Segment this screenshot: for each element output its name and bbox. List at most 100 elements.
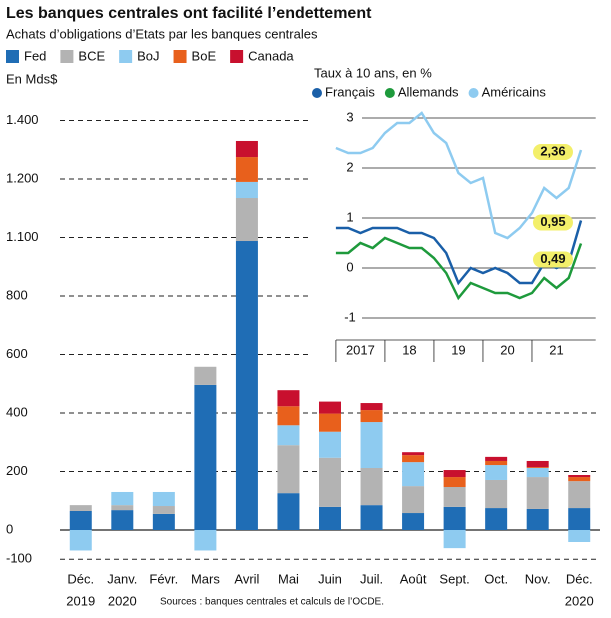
bar-segment: [319, 457, 341, 507]
x-tick-label: Mai: [278, 571, 299, 586]
x-tick-label: Mars: [191, 571, 220, 586]
bar-segment: [360, 422, 383, 468]
x-tick-year: 2020: [108, 593, 137, 608]
bar-segment: [402, 486, 425, 514]
legend-label: BCE: [78, 48, 105, 63]
bar-segment: [568, 530, 591, 542]
value-label: 2,36: [540, 143, 565, 158]
line-series: [335, 236, 583, 301]
y-tick-label: 1.400: [6, 112, 39, 127]
y-tick-label: 0: [346, 259, 353, 274]
y-tick-label: 800: [6, 287, 28, 302]
legend-label: BoE: [192, 48, 217, 63]
x-tick-label: Juin: [318, 571, 342, 586]
legend-label: Allemands: [398, 84, 459, 99]
bar-segment: [360, 505, 383, 530]
legend-label: Américains: [482, 84, 547, 99]
bar-segment: [360, 403, 383, 411]
bar-segment: [235, 241, 258, 530]
bar-segment: [277, 493, 300, 530]
bar-segment: [194, 366, 217, 385]
y-tick-label: 3: [346, 109, 353, 124]
bar-segment: [277, 406, 300, 426]
bar-segment: [69, 510, 92, 530]
y-tick-label: 1: [346, 209, 353, 224]
bar-segment: [319, 431, 341, 458]
x-tick-label: 20: [500, 342, 514, 357]
legend-label: Français: [325, 84, 375, 99]
legend-swatch: [173, 50, 187, 63]
y-tick-label: 1.100: [6, 229, 39, 244]
x-tick-label: 19: [451, 342, 465, 357]
x-tick-label: Juil.: [360, 571, 383, 586]
legend-dot: [468, 88, 479, 98]
x-tick-label: 21: [549, 342, 563, 357]
value-label-bg: [532, 144, 573, 160]
bar-segment: [235, 181, 258, 199]
x-tick-label: 2017: [346, 342, 375, 357]
bar-segment: [277, 425, 300, 446]
value-label: 0,95: [540, 214, 565, 229]
bar-segment: [568, 508, 591, 530]
line-series: [335, 111, 583, 240]
y-tick-label: 600: [6, 346, 28, 361]
x-tick-label: Sept.: [439, 571, 469, 586]
chart-title: Les banques centrales ont facilité l’end…: [6, 5, 372, 22]
bar-segment: [485, 508, 508, 530]
bar-segment: [526, 508, 549, 530]
bar-segment: [443, 530, 466, 549]
bar-segment: [526, 477, 549, 509]
bar-segment: [319, 401, 341, 414]
bar-segment: [402, 462, 425, 487]
value-label: 0,49: [540, 251, 565, 266]
bar-segment: [277, 390, 300, 407]
legend-swatch: [6, 50, 19, 63]
bar-segment: [526, 460, 549, 468]
legend-swatch: [60, 50, 74, 63]
bar-segment: [568, 481, 591, 509]
bar-segment: [235, 140, 258, 158]
bar-segment: [526, 467, 549, 468]
x-tick-label: Déc.: [566, 571, 593, 586]
x-tick-label: Avril: [234, 571, 259, 586]
bar-segment: [568, 475, 591, 478]
bar-segment: [443, 506, 466, 530]
y-tick-label: 1.200: [6, 170, 39, 185]
x-tick-label: Déc.: [67, 571, 94, 586]
source: Sources : banques centrales et calculs d…: [160, 597, 384, 608]
bar-segment: [568, 477, 591, 482]
y-tick-label: 2: [346, 159, 353, 174]
bar-segment: [69, 505, 92, 511]
bar-segment: [235, 157, 258, 182]
bar-segment: [111, 510, 134, 530]
bar-segment: [402, 455, 425, 463]
bar-segment: [319, 506, 341, 530]
value-label-bg: [532, 214, 573, 231]
bar-segment: [485, 465, 508, 480]
bar-segment: [152, 513, 175, 530]
bar-segment: [235, 198, 258, 242]
legend-label: BoJ: [137, 48, 159, 63]
x-tick-label: Févr.: [149, 571, 178, 586]
y-axis-label: En Mds$: [6, 71, 58, 86]
chart-subtitle: Achats d’obligations d’Etats par les ban…: [6, 26, 318, 41]
y-tick-label: 200: [6, 463, 28, 478]
y-tick-label: 400: [6, 404, 28, 419]
bar-segment: [485, 460, 508, 466]
bar-segment: [443, 487, 466, 507]
bar-segment: [152, 506, 175, 514]
x-tick-label: Janv.: [107, 571, 137, 586]
bar-segment: [485, 479, 508, 509]
bar-segment: [485, 456, 508, 461]
y-tick-label: -100: [6, 551, 32, 566]
y-tick-label: 0: [6, 521, 13, 536]
value-label-bg: [532, 251, 573, 268]
bar-segment: [111, 505, 134, 511]
legend-label: Fed: [24, 48, 46, 63]
bar-segment: [194, 384, 217, 530]
legend-dot: [312, 88, 322, 98]
legend-dot: [384, 88, 395, 98]
inset-panel: [308, 62, 610, 366]
bar-segment: [402, 513, 425, 530]
